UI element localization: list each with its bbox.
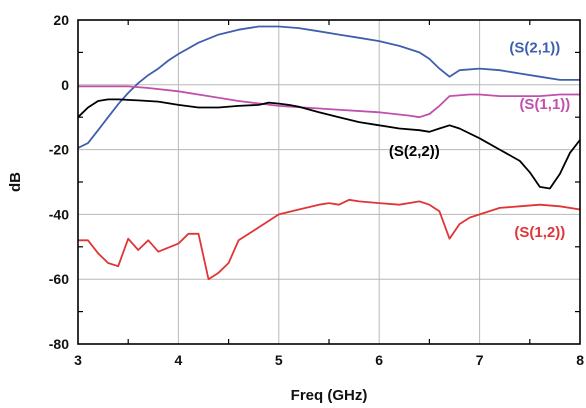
x-tick-label: 4 xyxy=(175,352,183,368)
plot-frame xyxy=(77,19,581,345)
x-tick-label: 5 xyxy=(275,352,283,368)
series-label-3: (S(1,2)) xyxy=(514,224,565,241)
y-tick-labels: 20 0 -20 -40 -60 -80 xyxy=(49,12,69,352)
grid-lines xyxy=(78,20,580,344)
series-label-2: (S(2,2)) xyxy=(389,143,440,160)
y-tick-label: -40 xyxy=(49,206,69,222)
series-labels: (S(2,1)) (S(1,1)) (S(2,2)) (S(1,2)) xyxy=(389,40,570,242)
x-tick-label: 8 xyxy=(576,352,584,368)
y-tick-label: -60 xyxy=(49,271,69,287)
x-tick-labels: 3 4 5 6 7 8 xyxy=(74,352,584,368)
series-lines xyxy=(77,25,581,281)
series-line-3 xyxy=(78,198,581,281)
y-axis-title: dB xyxy=(7,172,24,192)
x-tick-label: 7 xyxy=(476,352,484,368)
series-line-2 xyxy=(77,98,581,190)
series-line-0 xyxy=(77,25,580,149)
y-tick-label: -20 xyxy=(49,142,69,158)
series-label-0: (S(2,1)) xyxy=(509,40,560,57)
series-line-1 xyxy=(78,85,580,119)
y-tick-label: 20 xyxy=(53,12,69,28)
x-tick-label: 3 xyxy=(74,352,82,368)
series-label-1: (S(1,1)) xyxy=(519,96,570,113)
minor-ticks xyxy=(78,20,580,344)
y-tick-label: 0 xyxy=(61,77,69,93)
x-tick-label: 6 xyxy=(375,352,383,368)
x-axis-title: Freq (GHz) xyxy=(291,387,368,404)
y-tick-label: -80 xyxy=(49,336,69,352)
